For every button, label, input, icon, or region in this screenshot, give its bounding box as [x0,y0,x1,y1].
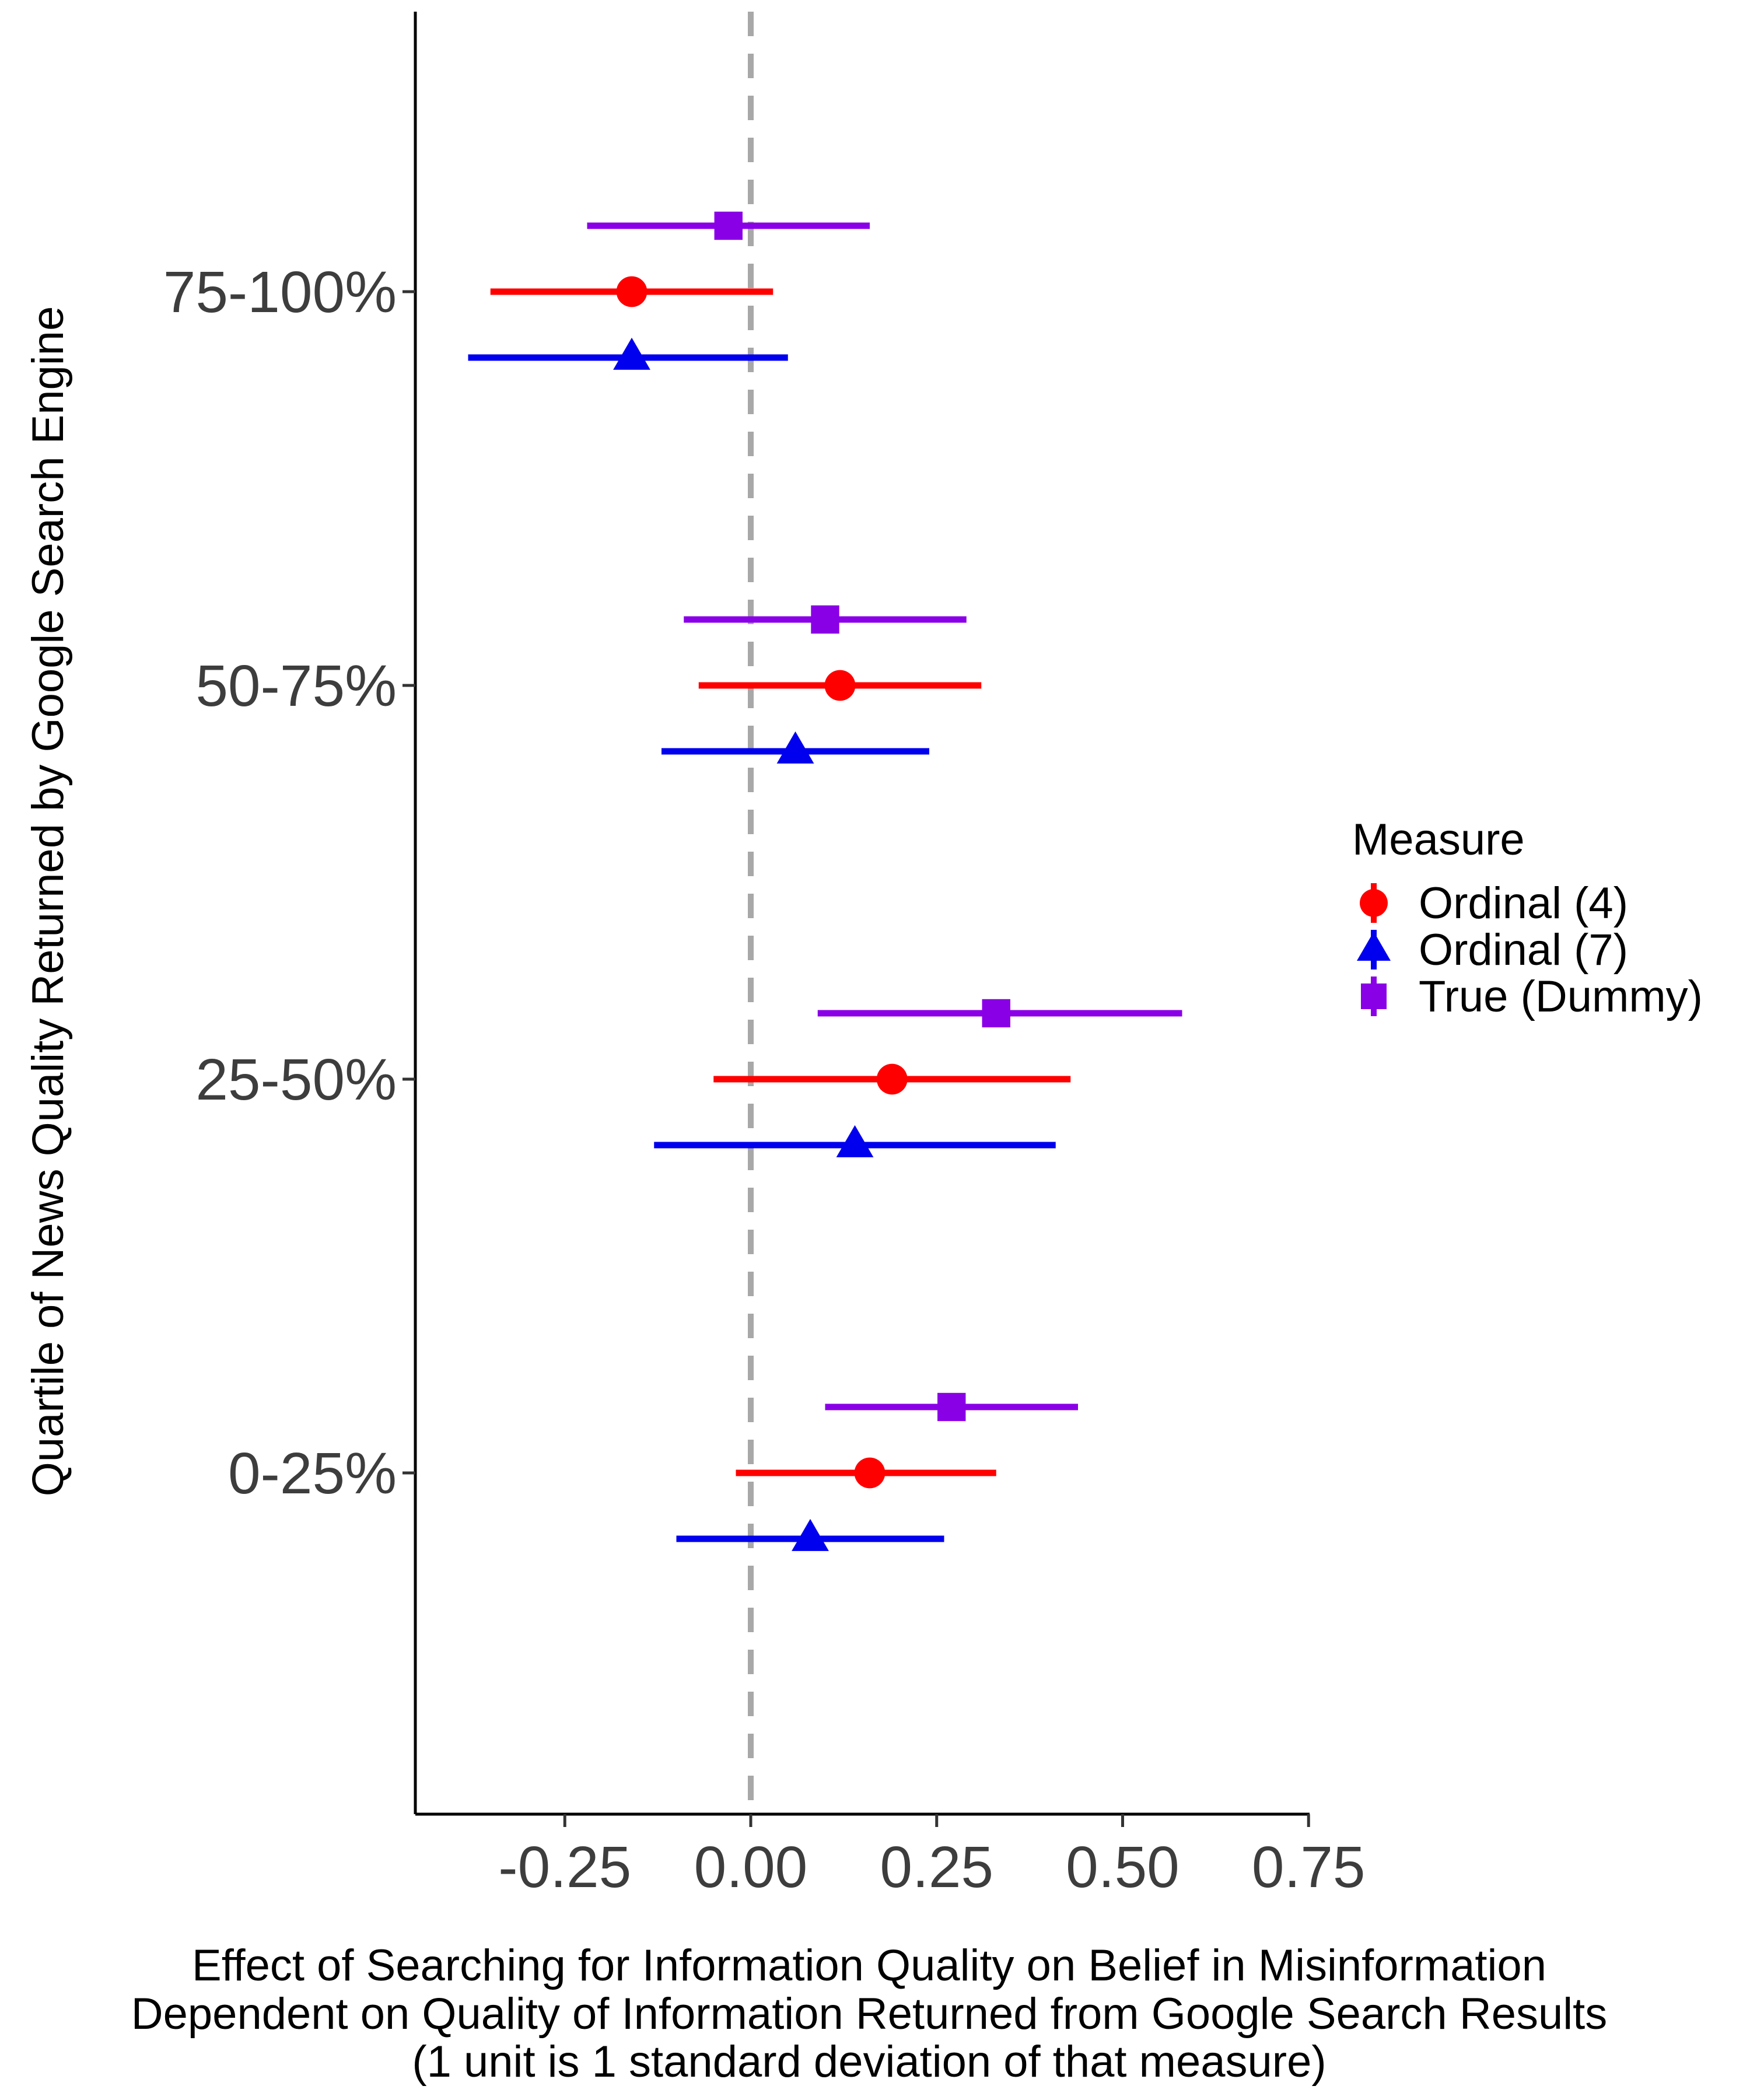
y-tick-label: 0-25% [228,1441,397,1506]
point-estimate-square [982,999,1010,1028]
legend-key-triangle [1357,932,1391,961]
point-estimate-triangle [836,1125,874,1157]
point-estimate-circle [854,1457,886,1489]
legend: Measure Ordinal (4)Ordinal (7)True (Dumm… [1352,815,1703,1021]
x-tick-label: 0.00 [694,1835,808,1900]
point-estimate-triangle [613,337,650,370]
x-axis-title-line-3: (1 unit is 1 standard deviation of that … [412,2037,1326,2087]
point-estimate-square [937,1392,966,1422]
x-axis-title: Effect of Searching for Information Qual… [131,1941,1608,2087]
point-estimate-circle [616,276,648,307]
point-estimate-square [811,605,839,634]
legend-label: True (Dummy) [1419,972,1703,1021]
legend-item: True (Dummy) [1361,972,1703,1021]
y-axis-ticks: 75-100% 50-75% 25-50% 0-25% [163,260,415,1506]
legend-items: Ordinal (4)Ordinal (7)True (Dummy) [1357,878,1703,1021]
x-axis-title-line-1: Effect of Searching for Information Qual… [192,1941,1546,1990]
legend-item: Ordinal (7) [1357,925,1628,975]
series-marks [468,211,1182,1551]
series-ordinal-7 [468,337,1056,1551]
legend-key-square [1361,984,1387,1009]
point-estimate-square [714,211,743,240]
legend-item: Ordinal (4) [1360,878,1628,928]
point-estimate-triangle [792,1518,829,1551]
point-estimate-circle [876,1063,908,1095]
series-true-dummy [587,211,1182,1422]
x-tick-label: -0.25 [498,1835,631,1900]
legend-label: Ordinal (4) [1419,878,1628,928]
x-tick-label: 0.25 [880,1835,993,1900]
y-tick-label: 75-100% [163,260,397,325]
legend-title: Measure [1352,815,1525,864]
x-tick-label: 0.50 [1066,1835,1180,1900]
point-estimate-circle [824,670,856,701]
point-estimate-triangle [776,731,814,764]
y-tick-label: 50-75% [195,653,397,719]
series-ordinal-4 [490,276,1071,1489]
y-tick-label: 25-50% [195,1047,397,1112]
y-axis-title: Quartile of News Quality Returned by Goo… [23,306,73,1496]
legend-key-circle [1360,889,1388,917]
x-axis-title-line-2: Dependent on Quality of Information Retu… [131,1989,1608,2039]
x-tick-label: 0.75 [1252,1835,1366,1900]
legend-label: Ordinal (7) [1419,925,1628,975]
x-axis-ticks: -0.25 0.00 0.25 0.50 0.75 [498,1814,1366,1900]
plot-area: -0.25 0.00 0.25 0.50 0.75 75-100% 50-75% 25-50… [163,12,1366,1900]
